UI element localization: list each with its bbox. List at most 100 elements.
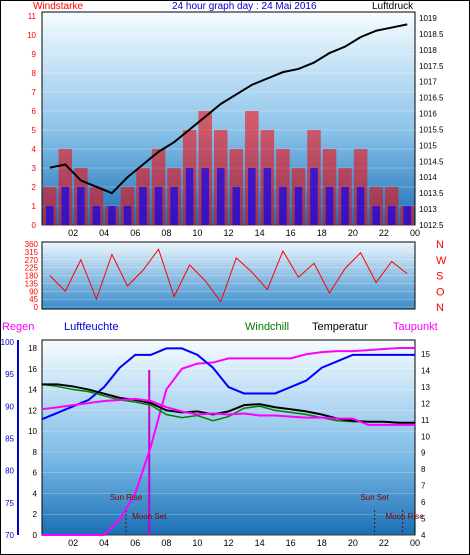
x-tick-label: 14 xyxy=(255,228,265,238)
temperature-line xyxy=(42,383,415,424)
bottom-x-tick-label: 14 xyxy=(255,538,265,548)
rain-tick-label: 90 xyxy=(5,402,14,411)
rain-tick-label: 75 xyxy=(5,499,14,508)
bottom-x-tick-label: 20 xyxy=(348,538,358,548)
rain-tick-label: 100 xyxy=(1,338,15,347)
temp-tick-label: 10 xyxy=(28,427,37,436)
astro-label: Sun Set xyxy=(360,493,389,502)
temperature-header: Temperatur xyxy=(312,321,368,333)
x-tick-label: 16 xyxy=(286,228,296,238)
bottom-x-tick-label: 22 xyxy=(379,538,389,548)
rain-tick-label: 80 xyxy=(5,467,14,476)
gust-bar xyxy=(216,168,225,225)
gust-bar xyxy=(341,187,349,225)
gust-bar xyxy=(92,206,101,225)
rain-tick-label: 70 xyxy=(5,531,14,540)
wind-tick-label: 3 xyxy=(32,164,37,173)
wind-tick-label: 9 xyxy=(32,50,37,59)
rain-tick-label: 95 xyxy=(5,370,14,379)
wind-tick-label: 5 xyxy=(32,126,37,135)
temp-tick-label: 2 xyxy=(33,510,38,519)
right-tick-label: 8 xyxy=(421,465,426,474)
right-tick-label: 15 xyxy=(421,350,430,359)
wind-tick-label: 2 xyxy=(32,183,37,192)
right-tick-label: 10 xyxy=(421,432,430,441)
wind-tick-label: 10 xyxy=(27,31,36,40)
humidity-header: Luftfeuchte xyxy=(64,321,118,333)
compass-label: W xyxy=(436,255,447,267)
wind-axis-title: Windstarke xyxy=(33,1,83,12)
bottom-x-tick-label: 08 xyxy=(161,538,171,548)
gust-bar xyxy=(310,168,318,225)
right-tick-label: 5 xyxy=(421,515,426,524)
gust-bar xyxy=(356,187,365,225)
temp-tick-label: 0 xyxy=(33,531,38,540)
pressure-tick-label: 1014 xyxy=(419,173,437,182)
gust-bar xyxy=(372,206,380,225)
gust-bar xyxy=(170,187,178,225)
pressure-tick-label: 1018 xyxy=(419,46,437,55)
rain-line xyxy=(42,347,415,536)
x-tick-label: 18 xyxy=(317,228,327,238)
temperature-axis-ticks: 0 2 4 6 8 10 12 14 16 18 xyxy=(28,344,37,540)
right-tick-label: 14 xyxy=(421,366,430,375)
compass-label: O xyxy=(436,286,445,298)
x-tick-label: 10 xyxy=(192,228,202,238)
right-tick-label: 13 xyxy=(421,383,430,392)
wind-tick-label: 4 xyxy=(32,145,37,154)
right-tick-label: 11 xyxy=(421,416,430,425)
pressure-tick-label: 1013 xyxy=(419,205,437,214)
right-tick-label: 4 xyxy=(421,531,426,540)
bottom-x-tick-label: 18 xyxy=(317,538,327,548)
wind-tick-label: 6 xyxy=(32,107,37,116)
wind-tick-label: 8 xyxy=(32,69,37,78)
rain-header: Regen xyxy=(2,321,34,333)
gust-bar xyxy=(403,206,411,225)
temp-tick-label: 4 xyxy=(33,489,38,498)
bottom-grid xyxy=(42,347,415,536)
winddir-tick-label: 225 xyxy=(25,264,39,273)
winddir-tick-label: 360 xyxy=(25,240,39,249)
winddir-tick-label: 135 xyxy=(25,279,39,288)
astro-label: Moon Rise xyxy=(385,512,424,521)
x-tick-label: 20 xyxy=(348,228,358,238)
temp-tick-label: 12 xyxy=(28,406,37,415)
temp-tick-label: 8 xyxy=(33,448,38,457)
pressure-tick-label: 1018.5 xyxy=(419,30,444,39)
pressure-tick-label: 1017 xyxy=(419,78,437,87)
temp-tick-label: 18 xyxy=(28,344,37,353)
pressure-tick-label: 1016.5 xyxy=(419,94,444,103)
gust-bar xyxy=(185,168,194,225)
winddir-line xyxy=(49,248,408,303)
wind-tick-label: 1 xyxy=(32,202,37,211)
x-tick-label: 08 xyxy=(161,228,171,238)
x-tick-label: 06 xyxy=(130,228,140,238)
temp-tick-label: 6 xyxy=(33,469,38,478)
astro-label: Moon Set xyxy=(132,512,167,521)
right-tick-label: 7 xyxy=(421,482,426,491)
pressure-tick-label: 1015 xyxy=(419,141,437,150)
gust-bar xyxy=(77,187,85,225)
temp-tick-label: 16 xyxy=(28,365,37,374)
gust-bar xyxy=(232,187,241,225)
bottom-x-ticks: 02 04 06 08 10 12 14 16 18 20 22 00 xyxy=(68,538,420,548)
x-tick-label: 12 xyxy=(223,228,233,238)
wind-axis-ticks: 0 1 2 3 4 5 6 7 8 9 10 11 xyxy=(27,12,36,230)
gust-bar xyxy=(263,168,272,225)
windchill-line xyxy=(41,383,415,424)
compass-label: S xyxy=(436,271,443,283)
bottom-x-tick-label: 12 xyxy=(223,538,233,548)
astro-labels: Sun Rise Moon Set Sun Set Moon Rise xyxy=(110,493,425,521)
winddir-tick-label: 315 xyxy=(25,248,39,257)
right-tick-label: 12 xyxy=(421,399,430,408)
bottom-x-tick-label: 02 xyxy=(68,538,78,548)
bottom-x-tick-label: 16 xyxy=(286,538,296,548)
dewpoint-line xyxy=(41,397,415,426)
winddir-tick-label: 90 xyxy=(29,287,38,296)
winddir-tick-label: 0 xyxy=(34,303,39,312)
pressure-axis-title: Luftdruck xyxy=(372,1,414,12)
right-tick-label: 6 xyxy=(421,498,426,507)
